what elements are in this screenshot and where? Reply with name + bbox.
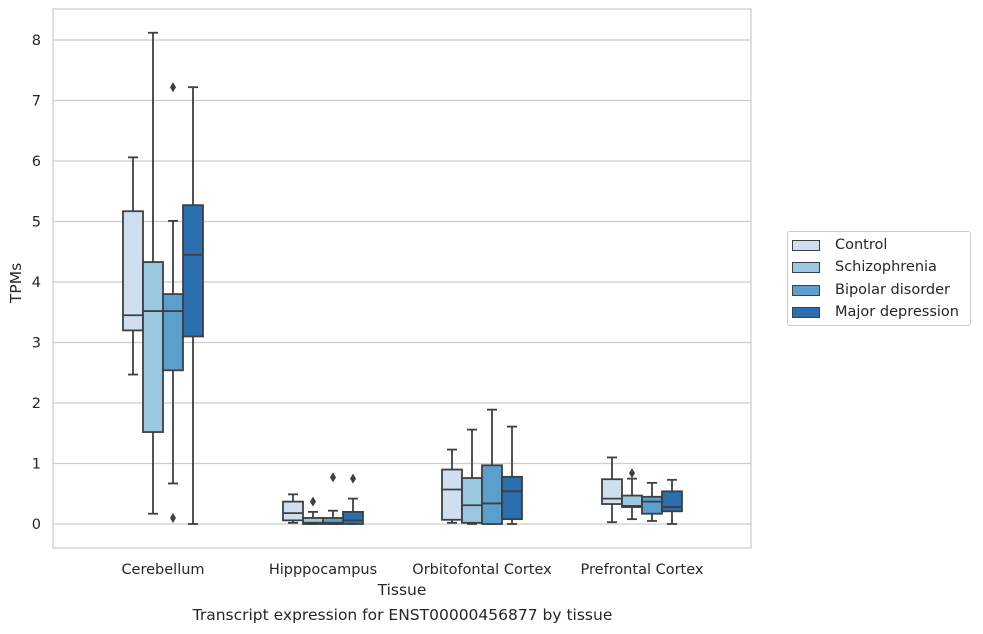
- box-schizophrenia: [142, 31, 164, 515]
- outlier-point: [170, 82, 176, 93]
- box-bipolar-disorder: [322, 472, 344, 525]
- axis-tick-labels: 0 1 2 3 4 5 6 7 8 Cerebellum Hipppocampus Orbitofon…: [32, 33, 704, 578]
- box-major-depression: [342, 473, 364, 525]
- y-axis-label: TPMs: [7, 263, 25, 304]
- box-iqr: [441, 468, 463, 521]
- y-tick-label: 1: [32, 457, 41, 473]
- box-iqr: [342, 510, 364, 525]
- legend-label-schizophrenia: Schizophrenia: [835, 259, 937, 275]
- x-tick-label: Orbitofontal Cortex: [412, 562, 552, 578]
- box-iqr: [661, 490, 683, 513]
- box-iqr: [501, 475, 523, 521]
- box-major-depression: [661, 478, 683, 525]
- legend-label-major-depression: Major depression: [835, 304, 959, 320]
- box-bipolar-disorder: [481, 408, 503, 525]
- box-iqr: [182, 204, 204, 338]
- outlier-point: [350, 473, 356, 484]
- box-iqr: [142, 261, 164, 433]
- y-tick-label: 7: [32, 94, 41, 110]
- box-control: [601, 456, 623, 524]
- box-schizophrenia: [621, 468, 643, 521]
- outlier-point: [170, 512, 176, 523]
- x-tick-label: Hipppocampus: [269, 562, 377, 578]
- box-control: [122, 156, 144, 376]
- legend-item-major-depression: Major depression: [792, 302, 959, 322]
- box-plot-marks: [122, 31, 683, 525]
- box-iqr: [481, 464, 503, 525]
- chart-caption: Transcript expression for ENST0000045687…: [192, 606, 613, 624]
- box-iqr: [282, 500, 304, 522]
- y-tick-label: 2: [32, 396, 41, 412]
- y-tick-label: 0: [32, 517, 41, 533]
- box-control: [441, 448, 463, 524]
- outlier-point: [330, 472, 336, 483]
- legend-item-schizophrenia: Schizophrenia: [792, 257, 937, 277]
- legend: Control Schizophrenia Bipolar disorder M…: [787, 231, 971, 326]
- legend-swatch-control: [792, 239, 820, 251]
- legend-item-control: Control: [792, 235, 887, 255]
- legend-item-bipolar-disorder: Bipolar disorder: [792, 280, 950, 300]
- legend-swatch-bipolar-disorder: [792, 284, 820, 296]
- legend-swatch-major-depression: [792, 306, 820, 318]
- y-tick-label: 6: [32, 154, 41, 170]
- plot-frame: [52, 8, 752, 549]
- x-axis-label: Tissue: [377, 581, 427, 599]
- x-tick-label: Prefrontal Cortex: [581, 562, 704, 578]
- y-tick-label: 8: [32, 33, 41, 49]
- legend-swatch-schizophrenia: [792, 261, 820, 273]
- outlier-point: [310, 496, 316, 507]
- legend-label-bipolar-disorder: Bipolar disorder: [835, 282, 950, 298]
- legend-label-control: Control: [835, 237, 888, 253]
- box-iqr: [122, 210, 144, 332]
- box-iqr: [641, 495, 663, 515]
- y-tick-label: 4: [32, 275, 41, 291]
- box-major-depression: [182, 86, 204, 525]
- box-iqr: [162, 293, 184, 372]
- box-iqr: [601, 478, 623, 505]
- y-tick-label: 5: [32, 215, 41, 231]
- box-bipolar-disorder: [162, 82, 184, 523]
- outlier-point: [629, 468, 635, 479]
- box-schizophrenia: [461, 428, 483, 525]
- box-major-depression: [501, 425, 523, 525]
- box-bipolar-disorder: [641, 481, 663, 522]
- box-schizophrenia: [302, 496, 324, 525]
- x-tick-label: Cerebellum: [121, 562, 204, 578]
- y-tick-label: 3: [32, 336, 41, 352]
- box-iqr: [461, 477, 483, 524]
- box-control: [282, 493, 304, 524]
